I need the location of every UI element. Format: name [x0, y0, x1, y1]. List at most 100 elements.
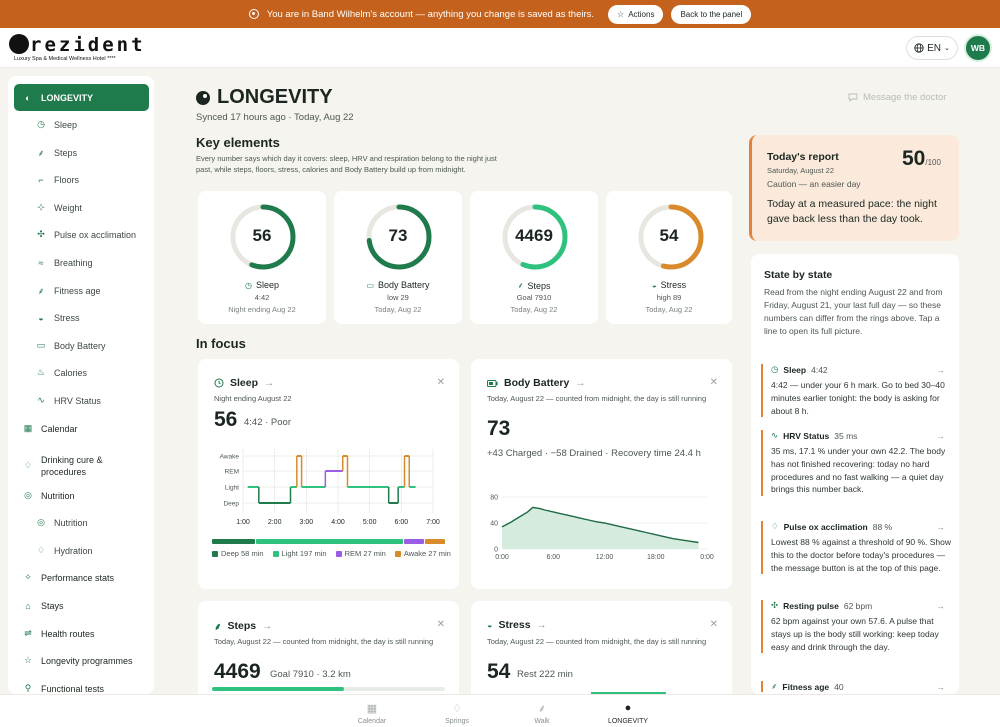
sleep-focus-card[interactable]: Sleep → ✕ Night ending August 22 56 4:42 … [198, 359, 459, 589]
ring-progress [638, 204, 704, 270]
y-tick-label: Deep [223, 501, 239, 508]
bottom-nav-springs[interactable]: ♢ Springs [417, 701, 497, 726]
close-icon[interactable]: ✕ [436, 619, 445, 630]
scale-icon: ⊹ [37, 202, 45, 212]
sidebar-item-stays[interactable]: ⌂ Stays [14, 592, 149, 619]
close-icon[interactable]: ✕ [709, 619, 718, 630]
steps-card-header[interactable]: ⸙ Steps → [214, 619, 272, 633]
steps-focus-card[interactable]: ⸙ Steps → ✕ Today, August 22 — counted fr… [198, 601, 459, 701]
language-label: EN [927, 42, 942, 54]
ring-date: Today, Aug 22 [645, 305, 693, 314]
arrow-right-icon: → [262, 620, 273, 632]
stress-focus-card[interactable]: ◒ Stress → ✕ Today, August 22 — counted f… [471, 601, 732, 701]
ring-card-stress[interactable]: 54 ◒ Stress high 89 Today, Aug 22 [606, 191, 732, 324]
sidebar-item-label: Nutrition [41, 490, 75, 501]
state-item-pulse-ox-acclimation[interactable]: ♢ Pulse ox acclimation 88 % → Lowest 88 % ag… [761, 521, 955, 575]
ring-card-sleep[interactable]: 56 ◷ Sleep 4:42 Night ending Aug 22 [198, 191, 326, 324]
stress-card-title: Stress [498, 619, 531, 631]
sidebar-item-longevity-programmes[interactable]: ☆ Longevity programmes [14, 647, 149, 674]
sidebar-item-calendar[interactable]: ▦ Calendar [14, 415, 149, 442]
bottom-nav-calendar[interactable]: ▦ Calendar [332, 701, 412, 726]
sidebar-item-label: Drinking cure & procedures [41, 454, 103, 477]
sidebar-item-hydration[interactable]: ♢ Hydration [14, 537, 149, 564]
sleep-stage-bar-segment [424, 539, 445, 544]
x-tick-label: 12:00 [596, 554, 614, 561]
ring-sub: 4:42 [254, 293, 270, 302]
sidebar-item-performance-stats[interactable]: ✧ Performance stats [14, 564, 149, 591]
sidebar-item-calories[interactable]: ♨ Calories [14, 359, 149, 386]
sidebar-item-fitness-age[interactable]: ⸙ Fitness age [14, 277, 149, 304]
bottom-nav-walk[interactable]: ⸙ Walk [502, 701, 582, 726]
message-doctor-button[interactable]: Message the doctor [838, 86, 958, 108]
heartbeat-icon: ∿ [771, 430, 779, 440]
arrow-right-icon: → [936, 600, 946, 611]
key-elements-desc: Every number says which day it covers: s… [196, 154, 497, 174]
battery-card-subtitle: Today, August 22 — counted from midnight… [487, 394, 707, 403]
report-score: 50/100 [902, 147, 941, 170]
steps-meta: Goal 7910 · 3.2 km [270, 669, 351, 680]
state-item-text: 35 ms, 17.1 % under your own 42.2. The b… [771, 446, 946, 495]
sidebar-item-floors[interactable]: ⌐ Floors [14, 166, 149, 193]
logo[interactable]: rezident Luxury Spa & Medical Wellness H… [9, 34, 149, 64]
state-item-hrv-status[interactable]: ∿ HRV Status 35 ms → 35 ms, 17.1 % under you… [761, 430, 955, 497]
battery-card-header[interactable]: Body Battery → [487, 377, 585, 389]
sidebar-item-stress[interactable]: ◒ Stress [14, 304, 149, 331]
star-icon: ☆ [23, 655, 33, 665]
page-title: LONGEVITY [196, 86, 333, 109]
bottom-nav-longevity[interactable]: ● LONGEVITY [588, 701, 668, 725]
language-selector[interactable]: EN ⌄ [906, 36, 958, 60]
sparkle-icon: ✧ [24, 572, 32, 582]
actions-button[interactable]: ☆ Actions [608, 4, 664, 24]
sidebar-item-pulse-ox-acclimation[interactable]: ✣ Pulse ox acclimation [14, 221, 149, 248]
body-battery-focus-card[interactable]: Body Battery → ✕ Today, August 22 — count… [471, 359, 732, 589]
x-tick-label: 7:00 [426, 519, 440, 526]
state-item-text: 4:42 — under your 6 h mark. Go to bed 30… [771, 380, 945, 416]
sidebar-item-label: Stays [41, 600, 64, 611]
sidebar-item-functional-tests[interactable]: ⚲ Functional tests [14, 675, 149, 694]
avatar[interactable]: WB [964, 34, 992, 62]
stress-card-header[interactable]: ◒ Stress → [487, 619, 547, 631]
sidebar-item-nutrition[interactable]: ◎ Nutrition [14, 482, 149, 509]
ring-progress [230, 204, 296, 270]
sidebar-item-longevity[interactable]: ◐ LONGEVITY [14, 84, 149, 111]
sidebar-item-label: HRV Status [54, 395, 101, 406]
sidebar-item-label: LONGEVITY [41, 92, 94, 103]
sidebar-item-drinking-cure-procedures[interactable]: ♢ Drinking cure & procedures [14, 449, 149, 482]
sleep-card-header[interactable]: Sleep → [214, 377, 274, 389]
legend-item: Awake 27 min [394, 549, 451, 558]
sidebar-item-label: Breathing [54, 257, 93, 268]
legend-item: Light 197 min [272, 549, 327, 558]
report-date: Saturday, August 22 [767, 166, 834, 175]
header: rezident Luxury Spa & Medical Wellness H… [0, 28, 1000, 68]
sidebar-item-breathing[interactable]: ≈ Breathing [14, 249, 149, 276]
sidebar-item-weight[interactable]: ⊹ Weight [14, 194, 149, 221]
legend-swatch [394, 550, 401, 557]
todays-report-card: Today's report Saturday, August 22 Cauti… [749, 135, 959, 241]
steps-card-title: Steps [227, 620, 257, 632]
back-to-panel-button[interactable]: Back to the panel [671, 4, 752, 24]
ring-sub: high 89 [656, 293, 682, 302]
sleep-stage-bar-segment [256, 539, 403, 544]
sidebar-item-hrv-status[interactable]: ∿ HRV Status [14, 387, 149, 414]
sleep-stage-bar [212, 539, 445, 544]
clock-icon: ◷ [37, 119, 45, 129]
state-item-fitness-age[interactable]: ⸙ Fitness age 40 → [761, 681, 955, 692]
sidebar-item-nutrition[interactable]: ◎ Nutrition [14, 509, 149, 536]
sidebar-item-body-battery[interactable]: ▭ Body Battery [14, 332, 149, 359]
ring-date: Night ending Aug 22 [228, 305, 296, 314]
state-item-resting-pulse[interactable]: ✣ Resting pulse 62 bpm → 62 bpm against your… [761, 600, 955, 654]
close-icon[interactable]: ✕ [436, 377, 445, 388]
arrow-right-icon: → [536, 619, 547, 631]
sidebar-item-health-routes[interactable]: ⇌ Health routes [14, 620, 149, 647]
steps-progress-fill [212, 687, 344, 691]
close-icon[interactable]: ✕ [709, 377, 718, 388]
chevron-down-icon: ⌄ [944, 45, 950, 52]
eye-icon [248, 9, 259, 19]
sidebar-item-steps[interactable]: ⸙ Steps [14, 139, 149, 166]
drop-icon: ♢ [23, 460, 33, 470]
state-item-sleep[interactable]: ◷ Sleep 4:42 → 4:42 — under your 6 h mark. G… [761, 364, 955, 418]
state-item-header: ✣ Resting pulse 62 bpm → [771, 600, 946, 611]
ring-card-steps[interactable]: 4469 ⸙ Steps Goal 7910 Today, Aug 22 [470, 191, 598, 324]
sidebar-item-sleep[interactable]: ◷ Sleep [14, 111, 149, 138]
ring-card-body-battery[interactable]: 73 ▭ Body Battery low 29 Today, Aug 22 [334, 191, 462, 324]
